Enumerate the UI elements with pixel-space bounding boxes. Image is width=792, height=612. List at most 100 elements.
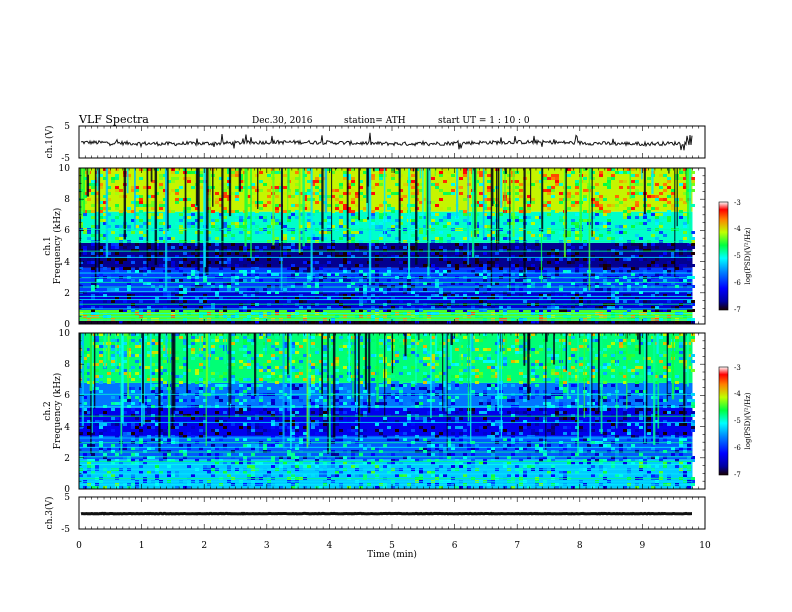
spectrogram-cell: [243, 279, 247, 282]
spectrogram-cell: [683, 237, 687, 240]
spectrogram-cell: [411, 219, 415, 222]
spectrogram-cell: [387, 372, 391, 375]
spectrogram-cell: [251, 201, 255, 204]
spectrogram-cell: [371, 216, 375, 219]
spectrogram-cell: [691, 276, 695, 279]
spectrogram-cell: [623, 300, 627, 303]
spectrogram-cell: [639, 273, 643, 276]
spectrogram-cell: [639, 195, 643, 198]
spectrogram-cell: [335, 414, 339, 417]
spectrogram-cell: [91, 243, 95, 246]
spectrogram-cell: [231, 408, 235, 411]
spectrogram-cell: [343, 429, 347, 432]
spectrogram-cell: [575, 270, 579, 273]
sferic-streak: [246, 168, 248, 218]
spectrogram-cell: [163, 438, 167, 441]
spectrogram-cell: [223, 258, 227, 261]
spectrogram-cell: [95, 336, 99, 339]
spectrogram-cell: [595, 288, 599, 291]
spectrogram-cell: [331, 189, 335, 192]
spectrogram-cell: [339, 225, 343, 228]
spectrogram-cell: [167, 306, 171, 309]
spectrogram-cell: [251, 294, 255, 297]
spectrogram-cell: [99, 219, 103, 222]
spectrogram-cell: [295, 177, 299, 180]
spectrogram-cell: [99, 264, 103, 267]
spectrogram-cell: [447, 192, 451, 195]
spectrogram-cell: [511, 255, 515, 258]
spectrogram-cell: [203, 279, 207, 282]
spectrogram-cell: [319, 189, 323, 192]
spectrogram-cell: [339, 192, 343, 195]
spectrogram-cell: [83, 351, 87, 354]
spectrogram-cell: [687, 291, 691, 294]
spectrogram-cell: [383, 453, 387, 456]
spectrogram-cell: [255, 204, 259, 207]
sferic-streak: [504, 168, 507, 174]
spectrogram-cell: [111, 450, 115, 453]
spectrogram-cell: [231, 351, 235, 354]
spectrogram-cell: [387, 279, 391, 282]
spectrogram-cell: [451, 255, 455, 258]
spectrogram-cell: [255, 267, 259, 270]
spectrogram-cell: [359, 231, 363, 234]
spectrogram-cell: [163, 369, 167, 372]
spectrogram-cell: [643, 249, 647, 252]
sferic-streak: [373, 168, 375, 172]
spectrogram-cell: [99, 261, 103, 264]
spectrogram-cell: [191, 396, 195, 399]
spectrogram-cell: [143, 234, 147, 237]
spectrogram-cell: [339, 186, 343, 189]
spectrogram-cell: [363, 447, 367, 450]
spectrogram-cell: [163, 231, 167, 234]
spectrogram-cell: [395, 237, 399, 240]
spectrogram-cell: [435, 291, 439, 294]
spectrogram-cell: [343, 261, 347, 264]
spectrogram-cell: [355, 216, 359, 219]
spectrogram-cell: [259, 411, 263, 414]
spectrogram-cell: [451, 213, 455, 216]
narrowband-line: [79, 303, 693, 305]
spectrogram-cell: [383, 249, 387, 252]
spectrogram-cell: [255, 354, 259, 357]
spectrogram-cell: [571, 279, 575, 282]
spectrogram-cell: [531, 183, 535, 186]
spectrogram-cell: [219, 255, 223, 258]
spectrogram-cell: [127, 210, 131, 213]
spectrogram-cell: [387, 336, 391, 339]
spectrogram-cell: [99, 339, 103, 342]
spectrogram-cell: [323, 411, 327, 414]
spectrogram-cell: [307, 171, 311, 174]
spectrogram-cell: [651, 195, 655, 198]
spectrogram-cell: [259, 171, 263, 174]
spectrogram-cell: [319, 279, 323, 282]
spectrogram-cell: [119, 231, 123, 234]
spectrogram-cell: [103, 219, 107, 222]
spectrogram-cell: [143, 417, 147, 420]
spectrogram-cell: [459, 192, 463, 195]
spectrogram-cell: [135, 447, 139, 450]
spectrogram-cell: [271, 456, 275, 459]
spectrogram-cell: [147, 258, 151, 261]
spectrogram-cell: [159, 378, 163, 381]
spectrogram-cell: [691, 183, 695, 186]
spectrogram-cell: [179, 246, 183, 249]
spectrogram-cell: [431, 222, 435, 225]
spectrogram-cell: [531, 198, 535, 201]
spectrogram-cell: [151, 267, 155, 270]
spectrogram-cell: [91, 309, 95, 312]
spectrogram-cell: [439, 198, 443, 201]
spectrogram-cell: [447, 213, 451, 216]
spectrogram-cell: [291, 267, 295, 270]
spectrogram-cell: [179, 444, 183, 447]
spectrogram-cell: [91, 381, 95, 384]
spectrogram-cell: [323, 417, 327, 420]
spectrogram-cell: [207, 180, 211, 183]
spectrogram-cell: [239, 309, 243, 312]
ch1-waveform-ylabel: ch.1(V): [44, 126, 55, 159]
spectrogram-cell: [335, 411, 339, 414]
spectrogram-cell: [183, 246, 187, 249]
spectrogram-cell: [311, 411, 315, 414]
spectrogram-cell: [247, 186, 251, 189]
spectrogram-cell: [295, 396, 299, 399]
